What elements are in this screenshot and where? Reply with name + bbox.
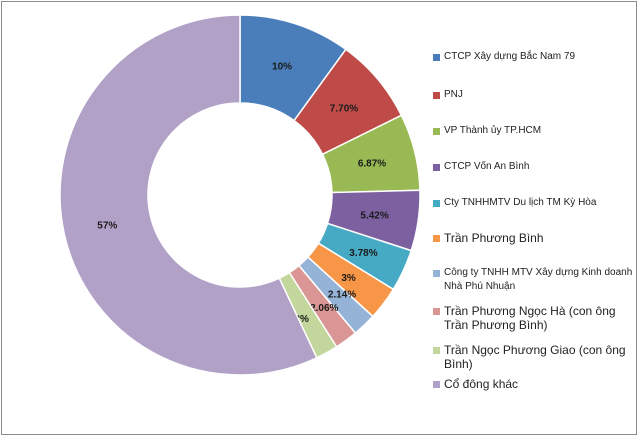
slice-data-label: 3.78% [349, 248, 377, 259]
legend-swatch [433, 164, 440, 171]
legend-label: Trần Phương Ngọc Hà (con ông Trần Phương… [444, 304, 616, 332]
legend-label: Trần Phương Bình [444, 231, 544, 245]
legend-label: Trần Ngọc Phương Giao (con ông Bình) [444, 343, 626, 371]
legend-label: Cổ đông khác [444, 377, 519, 391]
slice-data-label: 7.70% [330, 103, 358, 114]
slice-data-label: 10% [272, 62, 292, 73]
legend-item-bac-nam-79: CTCP Xây dựng Bắc Nam 79 [433, 50, 575, 64]
slice-data-label: 3% [341, 273, 356, 284]
legend-swatch [433, 235, 440, 242]
legend-swatch [433, 308, 440, 315]
slice-data-label: 2.06% [310, 303, 338, 314]
slice-data-label: 5.42% [360, 210, 388, 221]
legend-item-von-an-binh: CTCP Vốn An Bình [433, 160, 529, 174]
slice-data-label: 2% [294, 314, 309, 325]
legend-item-phu-nhuan: Công ty TNHH MTV Xây dựng Kinh doanh Nhà… [433, 266, 633, 294]
legend-swatch [433, 200, 440, 207]
legend-item-ky-hoa: Cty TNHHMTV Du lịch TM Kỳ Hòa [433, 196, 596, 210]
legend-label: Công ty TNHH MTV Xây dựng Kinh doanh Nhà… [444, 267, 633, 292]
legend-item-pnj: PNJ [433, 88, 463, 102]
legend-swatch [433, 92, 440, 99]
legend-item-tran-phuong-binh: Trần Phương Bình [433, 231, 544, 245]
legend-label: CTCP Vốn An Bình [444, 161, 530, 172]
legend-label: CTCP Xây dựng Bắc Nam 79 [444, 51, 576, 62]
donut-slice [59, 14, 318, 376]
legend-label: Cty TNHHMTV Du lịch TM Kỳ Hòa [444, 197, 597, 208]
legend-item-co-dong-khac: Cổ đông khác [433, 377, 518, 391]
legend-swatch [433, 270, 440, 277]
legend-label: VP Thành ủy TP.HCM [444, 125, 542, 136]
slice-data-label: 6.87% [358, 158, 386, 169]
legend-item-phuong-giao: Trần Ngọc Phương Giao (con ông Bình) [433, 343, 638, 371]
slice-data-label: 2.14% [328, 289, 356, 300]
slice-data-label: 57% [97, 221, 117, 232]
legend-swatch [433, 347, 440, 354]
legend-label: PNJ [444, 89, 463, 100]
legend-swatch [433, 381, 440, 388]
legend-swatch [433, 128, 440, 135]
legend-swatch [433, 54, 440, 61]
legend-item-vp-thanh-uy: VP Thành ủy TP.HCM [433, 124, 541, 138]
legend-item-ngoc-ha: Trần Phương Ngọc Hà (con ông Trần Phương… [433, 304, 633, 332]
